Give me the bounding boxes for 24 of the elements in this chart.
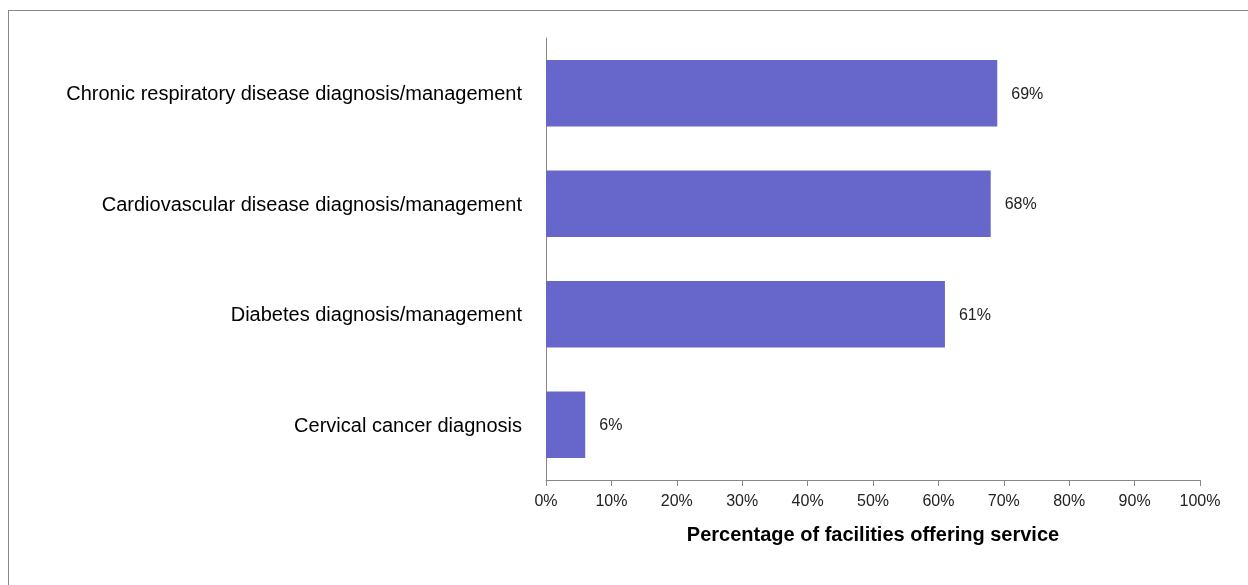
x-tick-label: 20%	[660, 491, 693, 509]
data-label: 61%	[958, 305, 991, 323]
data-label: 69%	[1011, 84, 1044, 102]
y-tick-label: Chronic respiratory disease diagnosis/management	[66, 82, 523, 105]
x-tick-label: 50%	[856, 491, 890, 509]
bar	[546, 391, 586, 458]
x-tick-label: 10%	[595, 491, 628, 509]
x-tick-label: 100%	[1179, 491, 1221, 509]
x-tick-label: 80%	[1053, 491, 1086, 509]
y-tick-label: Cardiovascular disease diagnosis/management	[101, 192, 523, 215]
bar	[546, 170, 991, 237]
bar	[546, 60, 998, 127]
x-tick-label: 40%	[791, 491, 824, 509]
bar	[546, 281, 945, 348]
x-tick-label: 30%	[726, 491, 759, 509]
data-label: 6%	[599, 416, 623, 434]
x-tick-label: 70%	[987, 491, 1020, 509]
x-tick-label: 0%	[534, 491, 558, 509]
x-tick-label: 60%	[922, 491, 955, 509]
x-tick-label: 90%	[1118, 491, 1151, 509]
y-tick-label: Diabetes diagnosis/management	[230, 303, 523, 326]
y-tick-label: Cervical cancer diagnosis	[294, 413, 522, 436]
data-label: 68%	[1004, 195, 1037, 213]
x-axis-title: Percentage of facilities offering service	[686, 523, 1060, 545]
